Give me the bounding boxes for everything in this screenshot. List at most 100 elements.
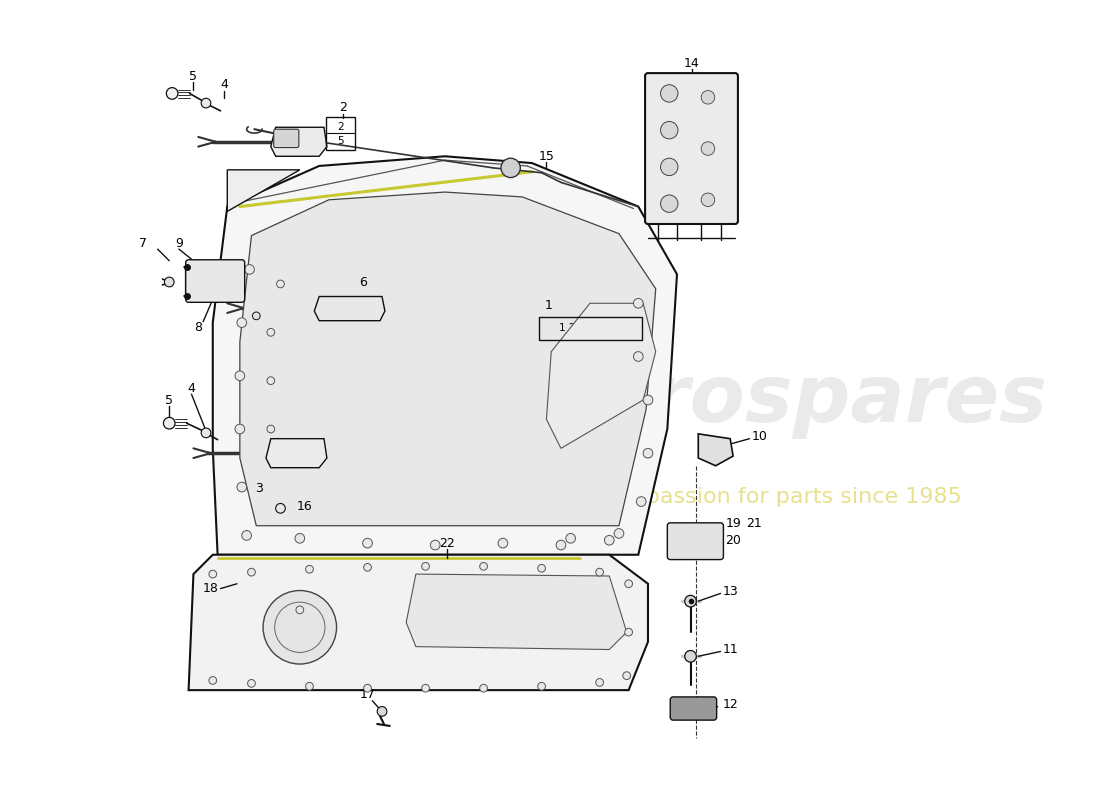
Circle shape: [242, 530, 252, 540]
Text: 5: 5: [189, 70, 197, 82]
Circle shape: [625, 628, 632, 636]
FancyBboxPatch shape: [670, 697, 716, 720]
Circle shape: [248, 568, 255, 576]
Circle shape: [538, 682, 546, 690]
Circle shape: [236, 482, 246, 492]
Circle shape: [644, 448, 652, 458]
Text: 8: 8: [195, 321, 202, 334]
FancyBboxPatch shape: [274, 130, 299, 147]
Polygon shape: [547, 303, 656, 448]
Circle shape: [498, 538, 508, 548]
Circle shape: [625, 580, 632, 588]
Circle shape: [605, 535, 614, 545]
Circle shape: [223, 275, 231, 283]
Circle shape: [295, 137, 305, 146]
Text: a passion for parts since 1985: a passion for parts since 1985: [625, 486, 961, 506]
Circle shape: [164, 418, 175, 429]
Circle shape: [267, 377, 275, 385]
Circle shape: [596, 678, 604, 686]
Circle shape: [701, 193, 715, 206]
Text: 17: 17: [360, 689, 375, 702]
Circle shape: [244, 265, 254, 274]
Circle shape: [623, 672, 630, 679]
Circle shape: [557, 540, 565, 550]
FancyBboxPatch shape: [186, 260, 244, 302]
Text: 9: 9: [175, 237, 183, 250]
Circle shape: [201, 428, 211, 438]
Circle shape: [340, 304, 348, 312]
Text: 2: 2: [340, 102, 348, 114]
Circle shape: [276, 503, 285, 513]
Polygon shape: [406, 574, 627, 650]
Circle shape: [684, 595, 696, 607]
Text: 14: 14: [683, 57, 700, 70]
Text: 3: 3: [255, 482, 263, 495]
Circle shape: [661, 195, 678, 212]
Circle shape: [364, 684, 372, 692]
Polygon shape: [212, 156, 676, 554]
Circle shape: [306, 566, 313, 573]
Circle shape: [306, 682, 313, 690]
Circle shape: [661, 85, 678, 102]
Circle shape: [276, 280, 284, 288]
Circle shape: [377, 706, 387, 716]
Circle shape: [209, 677, 217, 684]
Circle shape: [480, 562, 487, 570]
Circle shape: [235, 424, 244, 434]
Circle shape: [644, 395, 652, 405]
Circle shape: [296, 606, 304, 614]
Text: 21: 21: [747, 518, 762, 530]
Polygon shape: [271, 127, 327, 156]
Circle shape: [421, 684, 429, 692]
Circle shape: [614, 529, 624, 538]
Text: 19: 19: [725, 518, 741, 530]
Circle shape: [480, 684, 487, 692]
Circle shape: [661, 122, 678, 139]
Polygon shape: [266, 438, 327, 468]
Circle shape: [205, 275, 212, 283]
Circle shape: [295, 534, 305, 543]
Circle shape: [421, 562, 429, 570]
Circle shape: [359, 304, 366, 312]
Text: 15: 15: [539, 150, 554, 162]
Circle shape: [538, 565, 546, 572]
Text: 11: 11: [723, 643, 738, 656]
Text: 5: 5: [337, 136, 343, 146]
Circle shape: [235, 371, 244, 381]
Circle shape: [364, 563, 372, 571]
Text: 4: 4: [220, 78, 229, 91]
Circle shape: [684, 650, 696, 662]
Text: 6: 6: [359, 275, 366, 289]
Circle shape: [565, 534, 575, 543]
Circle shape: [248, 679, 255, 687]
Circle shape: [267, 329, 275, 336]
Text: 12: 12: [723, 698, 738, 711]
FancyBboxPatch shape: [668, 523, 724, 559]
Circle shape: [263, 590, 337, 664]
Text: 2: 2: [337, 122, 343, 132]
Text: 22: 22: [439, 537, 454, 550]
Polygon shape: [188, 554, 648, 690]
Circle shape: [201, 98, 211, 108]
Circle shape: [164, 277, 174, 287]
Text: 5: 5: [165, 394, 173, 406]
Circle shape: [252, 312, 261, 320]
Text: 20: 20: [725, 534, 741, 546]
FancyBboxPatch shape: [645, 73, 738, 224]
Polygon shape: [240, 192, 656, 526]
Circle shape: [637, 497, 646, 506]
Text: 10: 10: [751, 430, 767, 443]
Circle shape: [596, 568, 604, 576]
Text: eurospares: eurospares: [539, 361, 1047, 439]
Text: 7: 7: [139, 237, 147, 250]
Circle shape: [701, 90, 715, 104]
Text: 13: 13: [723, 585, 738, 598]
Text: 16: 16: [297, 500, 312, 513]
Text: 1 2 3 4 5 16: 1 2 3 4 5 16: [559, 323, 621, 334]
Circle shape: [293, 448, 303, 458]
Text: 1: 1: [544, 298, 552, 312]
Circle shape: [634, 352, 643, 362]
Polygon shape: [315, 297, 385, 321]
Circle shape: [661, 158, 678, 176]
Circle shape: [363, 538, 372, 548]
